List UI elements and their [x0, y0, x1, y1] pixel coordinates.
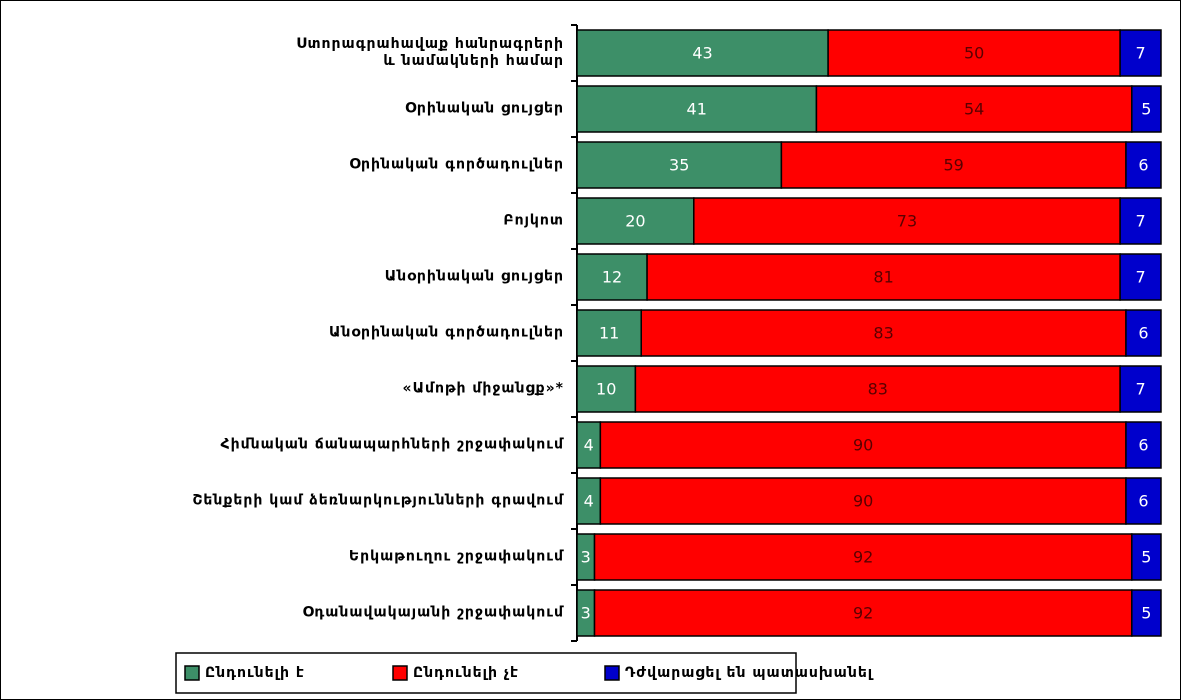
bar-segment	[1125, 477, 1162, 525]
legend-label: Ընդունելի չէ	[413, 665, 519, 681]
legend-label: Դժվարացել են պատասխանել	[625, 665, 874, 681]
data-label: 83	[868, 380, 888, 399]
data-label: 6	[1138, 324, 1148, 343]
data-label: 5	[1141, 548, 1151, 567]
data-label: 81	[873, 268, 893, 287]
bar-segment	[576, 365, 637, 413]
bar-segment	[1119, 365, 1162, 413]
data-label: 90	[853, 492, 873, 511]
bar-segment	[815, 85, 1133, 133]
data-label: 59	[944, 156, 964, 175]
data-label: 5	[1141, 604, 1151, 623]
legend-swatch	[604, 665, 620, 681]
data-label: 3	[581, 548, 591, 567]
legend-swatch	[392, 665, 408, 681]
data-label: 35	[669, 156, 689, 175]
data-label: 12	[602, 268, 622, 287]
category-label: Երկաթուղու շրջափակում	[348, 548, 564, 565]
category-label: Անօրինական ցույցեր	[384, 268, 564, 285]
data-label: 6	[1138, 492, 1148, 511]
bar-segment	[593, 589, 1133, 637]
category-label: Բոյկոտ	[503, 212, 564, 229]
data-label: 83	[873, 324, 893, 343]
legend-label: Ընդունելի է	[205, 665, 305, 681]
category-label: Շենքերի կամ ձեռնարկությունների գրավում	[192, 492, 564, 509]
bar-segment	[576, 141, 783, 189]
data-label: 54	[964, 100, 984, 119]
bar-segment	[827, 29, 1121, 77]
data-label: 7	[1135, 380, 1145, 399]
category-label: Օրինական ցույցեր	[405, 100, 564, 117]
bar-segment	[1125, 421, 1162, 469]
bar-segment	[599, 421, 1127, 469]
bar-segment	[1131, 533, 1162, 581]
data-label: 11	[599, 324, 619, 343]
bar-segment	[1125, 309, 1162, 357]
data-label: 7	[1135, 268, 1145, 287]
bar-segment	[1119, 197, 1162, 245]
data-label: 92	[853, 548, 873, 567]
data-label: 43	[692, 44, 712, 63]
category-label: Օդանավակայանի շրջափակում	[302, 604, 564, 621]
data-label: 10	[596, 380, 616, 399]
bar-segment	[646, 253, 1121, 301]
data-label: 20	[625, 212, 645, 231]
data-label: 6	[1138, 156, 1148, 175]
bar-segment	[1131, 85, 1162, 133]
data-label: 6	[1138, 436, 1148, 455]
bar-segment	[599, 477, 1127, 525]
data-label: 7	[1135, 44, 1145, 63]
legend-box	[175, 652, 797, 694]
data-label: 4	[584, 492, 594, 511]
bar-segment	[576, 85, 818, 133]
bar-segment	[1125, 141, 1162, 189]
data-label: 73	[897, 212, 917, 231]
data-label: 90	[853, 436, 873, 455]
bar-segment	[640, 309, 1127, 357]
bar-segment	[1119, 29, 1162, 77]
data-label: 7	[1135, 212, 1145, 231]
bar-segment	[576, 253, 648, 301]
category-label: Օրինական գործադուլներ	[349, 156, 564, 173]
data-label: 41	[687, 100, 707, 119]
bar-segment	[576, 197, 695, 245]
data-label: 3	[581, 604, 591, 623]
category-label: Ստորագրահավաք հանրագրերի և նամակների համ…	[296, 36, 564, 69]
category-label: Հիմնական ճանապարհների շրջափակում	[220, 436, 564, 453]
category-label: Անօրինական գործադուլներ	[328, 324, 564, 341]
data-label: 5	[1141, 100, 1151, 119]
bar-segment	[576, 309, 642, 357]
bar-segment	[1131, 589, 1162, 637]
bar-segment	[780, 141, 1127, 189]
data-label: 4	[584, 436, 594, 455]
legend-swatch	[184, 665, 200, 681]
category-label: «Ամոթի միջանցք»*	[402, 380, 564, 397]
data-label: 50	[964, 44, 984, 63]
data-label: 92	[853, 604, 873, 623]
bar-segment	[1119, 253, 1162, 301]
